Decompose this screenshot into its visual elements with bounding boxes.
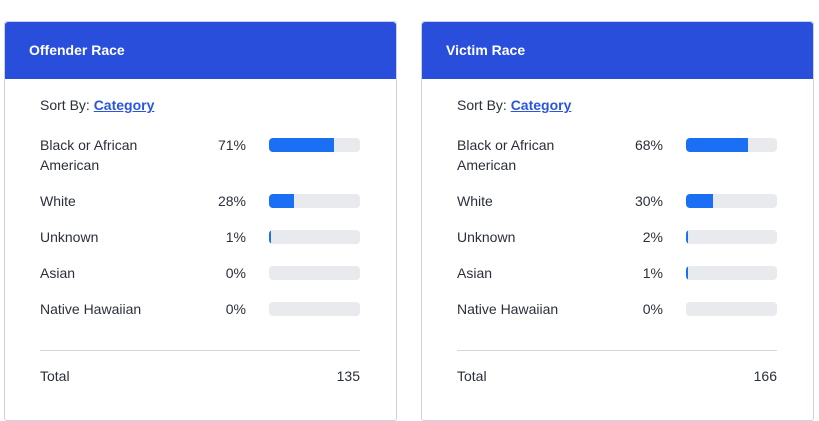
percent-value: 0%: [225, 265, 246, 281]
divider: [457, 350, 777, 351]
category-label: White: [40, 193, 76, 209]
total-label: Total: [40, 368, 70, 384]
percent-value: 68%: [634, 137, 663, 153]
progress-bar: [269, 138, 360, 152]
percent-value: 28%: [217, 193, 246, 209]
progress-fill: [269, 138, 334, 152]
percent-value: 1%: [225, 229, 246, 245]
sort-label: Sort By:: [457, 97, 507, 113]
percent-value: 30%: [634, 193, 663, 209]
sort-by: Sort By: Category: [40, 97, 154, 113]
card-title: Victim Race: [422, 22, 813, 79]
sort-label: Sort By:: [40, 97, 90, 113]
progress-fill: [686, 230, 688, 244]
category-label: Native Hawaiian: [457, 301, 559, 317]
progress-fill: [269, 194, 295, 208]
progress-bar: [269, 230, 360, 244]
category-label: White: [457, 193, 493, 209]
progress-bar: [686, 230, 777, 244]
percent-value: 1%: [642, 265, 663, 281]
category-label: Asian: [40, 265, 76, 281]
victim-race-card: Victim Race Sort By: Category Black or A…: [421, 21, 814, 421]
total-label: Total: [457, 368, 487, 384]
category-label: Native Hawaiian: [40, 301, 142, 317]
progress-fill: [686, 266, 688, 280]
total-value: 166: [753, 368, 777, 384]
offender-race-card: Offender Race Sort By: Category Black or…: [4, 21, 397, 421]
progress-bar: [686, 302, 777, 316]
category-label: Black or African American: [457, 137, 555, 173]
percent-value: 71%: [217, 137, 246, 153]
category-label: Unknown: [457, 229, 516, 245]
progress-bar: [686, 266, 777, 280]
sort-by: Sort By: Category: [457, 97, 571, 113]
progress-fill: [269, 230, 271, 244]
progress-bar: [686, 194, 777, 208]
percent-value: 0%: [642, 301, 663, 317]
progress-fill: [686, 194, 714, 208]
category-label: Unknown: [40, 229, 99, 245]
card-title: Offender Race: [5, 22, 396, 79]
sort-category-link[interactable]: Category: [510, 97, 572, 113]
total-value: 135: [336, 368, 360, 384]
total-row: Total 166: [457, 368, 777, 384]
total-row: Total 135: [40, 368, 360, 384]
progress-bar: [269, 302, 360, 316]
progress-bar: [686, 138, 777, 152]
category-label: Black or African American: [40, 137, 138, 173]
progress-fill: [686, 138, 748, 152]
divider: [40, 350, 360, 351]
progress-bar: [269, 266, 360, 280]
percent-value: 0%: [225, 301, 246, 317]
percent-value: 2%: [642, 229, 663, 245]
category-label: Asian: [457, 265, 493, 281]
sort-category-link[interactable]: Category: [93, 97, 155, 113]
progress-bar: [269, 194, 360, 208]
